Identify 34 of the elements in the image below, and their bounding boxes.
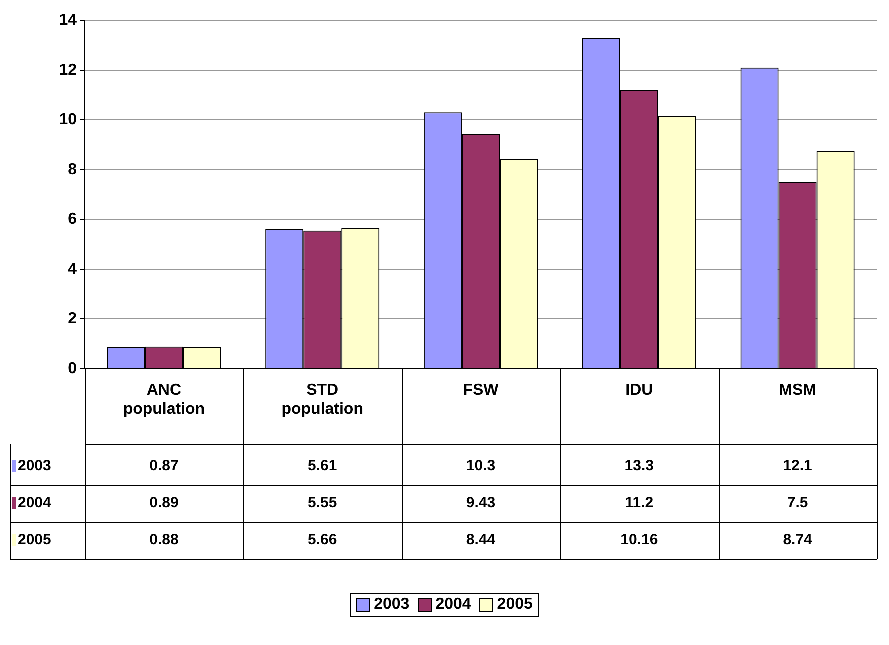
data-label: 0.88 (150, 532, 179, 549)
data-label: 0.87 (150, 458, 179, 475)
data-label: 0.89 (150, 494, 179, 512)
y-tick-label: 4 (68, 260, 78, 278)
text: 2005 (497, 596, 533, 613)
data-label: 10.16 (620, 532, 658, 549)
x-tick-label: ANC population (123, 382, 206, 418)
x-tick-label: FSW (463, 382, 500, 400)
data-label: 8.44 (466, 532, 496, 549)
text: 2003 (374, 596, 410, 613)
data-label: 7.5 (787, 494, 808, 512)
y-tick-label: 6 (68, 211, 78, 228)
x-tick-label: STD population (282, 382, 364, 418)
x-tick-label: MSM (779, 382, 816, 400)
y-tick-label: 12 (59, 62, 78, 79)
legend-label: 2003 (18, 458, 52, 475)
x-tick-label: IDU (626, 382, 654, 400)
y-tick-label: 0 (68, 360, 78, 378)
y-tick-label: 14 (59, 12, 78, 30)
y-tick-label: 8 (68, 161, 78, 178)
y-tick-label: 10 (59, 112, 78, 129)
legend-label: 2005 (18, 532, 52, 549)
data-label: 11.2 (625, 494, 654, 512)
data-label: 5.61 (308, 458, 338, 475)
text: 2004 (436, 596, 472, 613)
data-label: 10.3 (466, 458, 496, 475)
data-label: 9.43 (466, 494, 496, 512)
data-label: 5.55 (308, 494, 338, 512)
data-label: 8.74 (783, 532, 814, 549)
data-label: 12.1 (783, 458, 812, 475)
data-label: 13.3 (624, 458, 654, 475)
legend-label: 2004 (18, 494, 52, 512)
data-label: 5.66 (308, 532, 338, 549)
y-tick-label: 2 (68, 310, 78, 328)
